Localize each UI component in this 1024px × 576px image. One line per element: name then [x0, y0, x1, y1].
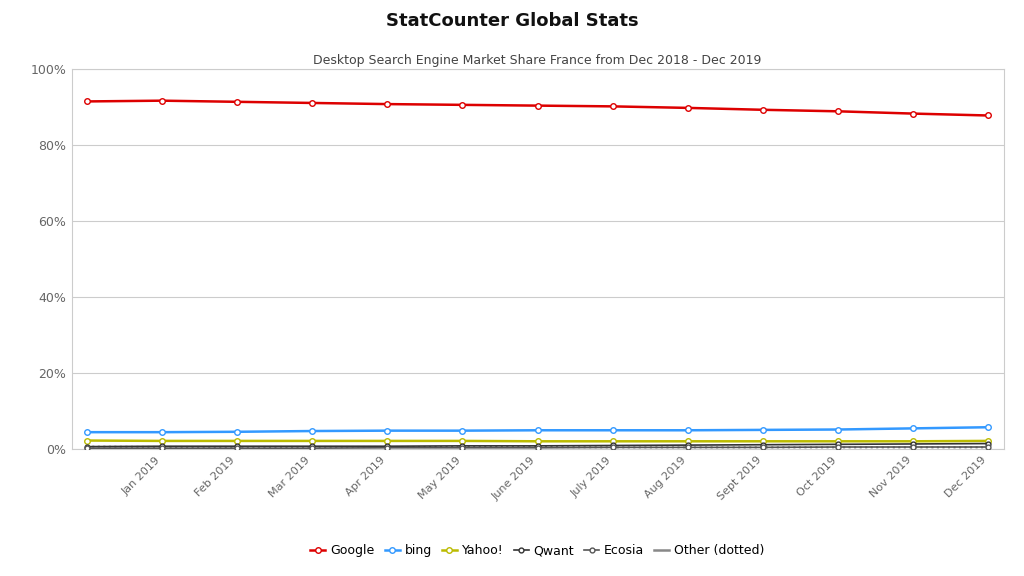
Other (dotted) [907, 444, 920, 451]
Google [907, 110, 920, 117]
Ecosia [907, 444, 920, 450]
Line: bing: bing [84, 425, 991, 435]
Yahoo! [682, 438, 694, 445]
Ecosia [757, 444, 769, 451]
Qwant [156, 443, 168, 450]
Ecosia [982, 444, 994, 450]
bing [982, 424, 994, 431]
Qwant [907, 441, 920, 448]
Yahoo! [156, 437, 168, 444]
Google [757, 107, 769, 113]
Google [381, 101, 393, 108]
bing [156, 429, 168, 435]
Qwant [682, 442, 694, 449]
Ecosia [833, 444, 845, 450]
Google [230, 98, 243, 105]
Yahoo! [81, 437, 93, 444]
Line: Yahoo!: Yahoo! [84, 438, 991, 444]
Yahoo! [757, 438, 769, 445]
Other (dotted) [982, 444, 994, 451]
Qwant [982, 440, 994, 447]
Qwant [531, 442, 544, 449]
Line: Google: Google [84, 98, 991, 118]
Ecosia [457, 444, 469, 451]
Other (dotted) [230, 444, 243, 450]
bing [757, 426, 769, 433]
Line: Other (dotted): Other (dotted) [87, 446, 988, 448]
Other (dotted) [156, 444, 168, 450]
Legend: Google, bing, Yahoo!, Qwant, Ecosia, Other (dotted): Google, bing, Yahoo!, Qwant, Ecosia, Oth… [310, 544, 765, 557]
Ecosia [606, 444, 618, 451]
bing [306, 427, 318, 434]
Qwant [757, 441, 769, 448]
bing [381, 427, 393, 434]
bing [457, 427, 469, 434]
Qwant [606, 442, 618, 449]
Ecosia [306, 445, 318, 452]
bing [907, 425, 920, 432]
Google [833, 108, 845, 115]
Other (dotted) [682, 444, 694, 451]
Yahoo! [457, 437, 469, 444]
Qwant [457, 442, 469, 449]
Qwant [81, 443, 93, 450]
Google [606, 103, 618, 110]
bing [833, 426, 845, 433]
Ecosia [230, 445, 243, 452]
Google [156, 97, 168, 104]
Yahoo! [381, 437, 393, 444]
bing [81, 429, 93, 435]
Yahoo! [306, 437, 318, 444]
Ecosia [81, 445, 93, 452]
Google [306, 100, 318, 107]
Ecosia [381, 444, 393, 451]
Google [457, 101, 469, 108]
Other (dotted) [381, 444, 393, 450]
Qwant [306, 443, 318, 450]
Other (dotted) [757, 444, 769, 451]
Title: Desktop Search Engine Market Share France from Dec 2018 - Dec 2019: Desktop Search Engine Market Share Franc… [313, 54, 762, 67]
Google [81, 98, 93, 105]
Ecosia [682, 444, 694, 451]
Yahoo! [982, 437, 994, 444]
Line: Qwant: Qwant [84, 441, 991, 449]
Qwant [381, 443, 393, 450]
bing [682, 427, 694, 434]
Other (dotted) [531, 444, 544, 450]
Qwant [230, 443, 243, 450]
Yahoo! [833, 438, 845, 445]
Other (dotted) [457, 444, 469, 450]
Qwant [833, 441, 845, 448]
Yahoo! [531, 438, 544, 445]
Yahoo! [907, 438, 920, 445]
Text: StatCounter Global Stats: StatCounter Global Stats [386, 12, 638, 29]
Google [982, 112, 994, 119]
bing [606, 427, 618, 434]
Other (dotted) [81, 443, 93, 450]
Google [682, 104, 694, 111]
bing [230, 429, 243, 435]
Google [531, 102, 544, 109]
Ecosia [156, 445, 168, 452]
bing [531, 427, 544, 434]
Yahoo! [230, 437, 243, 444]
Yahoo! [606, 438, 618, 445]
Other (dotted) [606, 444, 618, 451]
Ecosia [531, 444, 544, 451]
Other (dotted) [833, 444, 845, 451]
Other (dotted) [306, 444, 318, 450]
Line: Ecosia: Ecosia [84, 445, 991, 450]
